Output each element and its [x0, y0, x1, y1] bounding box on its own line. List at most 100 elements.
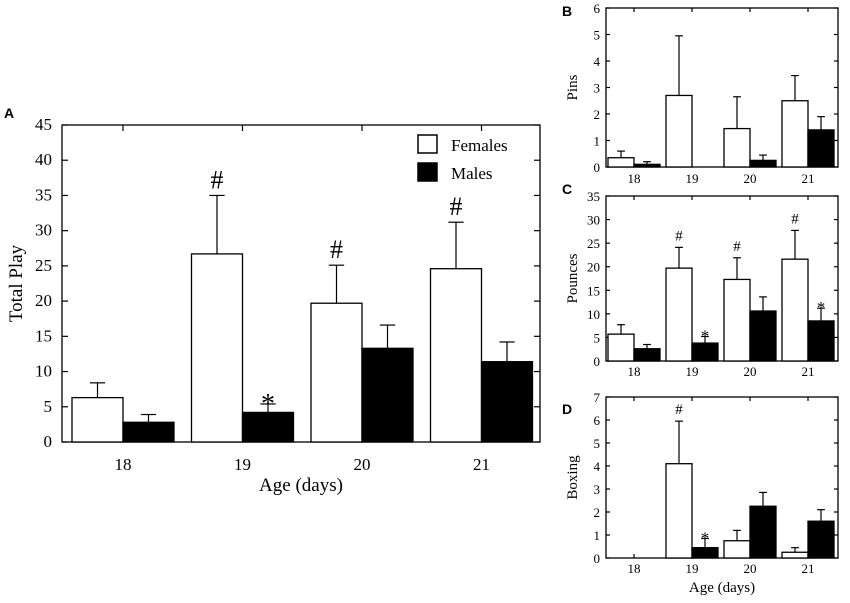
y-tick-label: 35	[587, 189, 600, 204]
x-tick-label: 18	[628, 561, 641, 576]
bar-males-18	[633, 163, 661, 168]
bar-females-20	[310, 302, 363, 443]
legend-label-females: Females	[451, 136, 508, 155]
bar-females-19	[190, 253, 244, 443]
bar-females-18	[607, 157, 635, 168]
x-tick-label: 21	[802, 171, 815, 186]
y-tick-label: 15	[587, 283, 600, 298]
x-tick-label: 19	[234, 455, 251, 474]
x-tick-label: 18	[628, 171, 641, 186]
y-axis-title: Boxing	[565, 455, 581, 500]
annotation-star: *	[701, 326, 710, 345]
y-tick-label: 35	[35, 185, 52, 204]
chart-panel-b: B 0 1 2 3 4 5 6 18 19 20 21 Pins	[562, 1, 839, 186]
y-tick-label: 15	[35, 326, 52, 345]
chart-panel-c: C 0 5 10 15 20 25 30 35 18 19 20 21 # * # # * Pounces	[562, 181, 839, 379]
annotation-star: *	[261, 389, 275, 420]
y-tick-label: 1	[594, 528, 601, 543]
plot-frame	[61, 124, 541, 443]
bar-males-20	[749, 310, 777, 362]
bar-males-18	[633, 348, 661, 362]
x-tick-label: 21	[802, 561, 815, 576]
y-tick-label: 5	[594, 436, 601, 451]
y-tick-label: 5	[594, 28, 601, 43]
bar-females-18	[71, 396, 124, 443]
y-tick-label: 6	[594, 413, 601, 428]
x-tick-label: 20	[744, 561, 757, 576]
annotation-hash: #	[450, 192, 463, 221]
x-tick-label: 21	[473, 455, 490, 474]
x-tick-label: 20	[744, 364, 757, 379]
x-tick-label: 19	[686, 364, 699, 379]
y-tick-label: 2	[594, 107, 601, 122]
x-tick-label: 18	[628, 364, 641, 379]
y-tick-label: 7	[594, 390, 601, 405]
panel-label-a: A	[4, 105, 14, 121]
legend: Females Males	[417, 134, 508, 183]
chart-panel-d: D 0 1 2 3 4 5 6 7 18 19 20 21 # * Boxing Age (days)	[562, 390, 839, 596]
annotation-hash: #	[211, 165, 224, 194]
x-axis-title: Age (days)	[259, 475, 343, 496]
panel-label-d: D	[562, 401, 572, 417]
plot-frame	[605, 396, 839, 559]
y-tick-label: 0	[594, 354, 601, 369]
bar-males-21	[807, 129, 835, 168]
chart-panel-a: A 0 5 10 15 20 25 30 35 40 45 18 19 20 21 # * # # Total Pla…	[4, 105, 541, 496]
y-tick-label: 25	[35, 256, 52, 275]
y-tick-label: 0	[594, 160, 601, 175]
bar-males-19	[691, 547, 719, 559]
annotation-star: *	[817, 298, 826, 317]
annotation-hash: #	[675, 402, 683, 418]
legend-label-males: Males	[451, 164, 493, 183]
bar-females-20	[723, 278, 751, 362]
plot-frame	[605, 195, 839, 362]
y-tick-label: 5	[594, 330, 601, 345]
bar-males-21	[807, 320, 835, 362]
y-tick-label: 3	[594, 81, 601, 96]
x-tick-label: 18	[115, 455, 132, 474]
y-tick-label: 20	[35, 291, 52, 310]
y-tick-label: 5	[44, 397, 53, 416]
x-tick-label: 19	[686, 171, 699, 186]
y-tick-label: 4	[594, 54, 601, 69]
bar-females-19	[665, 94, 693, 168]
y-tick-label: 25	[587, 236, 600, 251]
y-axis-title: Pins	[565, 74, 581, 100]
panel-label-c: C	[562, 181, 572, 197]
y-tick-label: 0	[44, 432, 53, 451]
legend-swatch-males	[417, 162, 438, 182]
x-tick-label: 20	[744, 171, 757, 186]
legend-swatch-females	[417, 134, 438, 154]
y-axis-title: Total Play	[6, 244, 27, 322]
y-tick-label: 2	[594, 505, 601, 520]
annotation-hash: #	[330, 235, 343, 264]
x-tick-label: 21	[802, 364, 815, 379]
annotation-hash: #	[675, 228, 683, 244]
y-tick-label: 10	[587, 307, 600, 322]
x-axis-title: Age (days)	[689, 580, 755, 596]
y-tick-label: 30	[587, 213, 600, 228]
bar-females-21	[429, 268, 483, 443]
y-tick-label: 1	[594, 134, 601, 149]
y-tick-label: 40	[35, 150, 52, 169]
bar-males-20	[361, 347, 414, 443]
bar-females-21	[781, 551, 809, 559]
annotation-hash: #	[733, 239, 741, 255]
x-tick-label: 20	[354, 455, 371, 474]
bar-females-19	[665, 267, 693, 362]
bar-females-20	[723, 540, 751, 559]
y-tick-label: 0	[594, 551, 601, 566]
bar-males-19	[691, 342, 719, 362]
panel-label-b: B	[562, 3, 572, 19]
bar-females-21	[781, 100, 809, 168]
y-tick-label: 3	[594, 482, 601, 497]
bar-females-20	[723, 127, 751, 168]
bar-males-19	[241, 411, 295, 443]
y-tick-label: 4	[594, 459, 601, 474]
bar-males-21	[480, 361, 534, 443]
bar-males-21	[807, 520, 835, 559]
y-tick-label: 30	[35, 221, 52, 240]
y-tick-label: 10	[35, 362, 52, 381]
bar-females-21	[781, 258, 809, 362]
